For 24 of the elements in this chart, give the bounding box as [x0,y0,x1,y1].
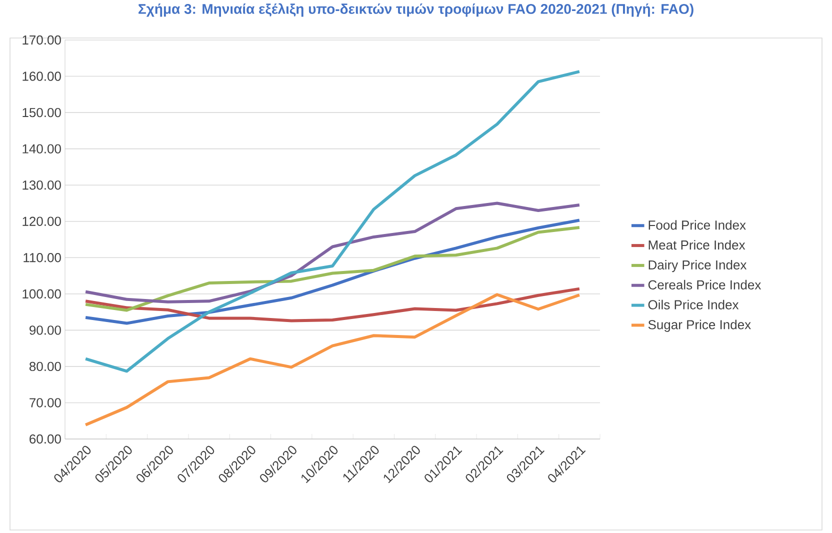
y-tick-label: 140.00 [22,144,61,154]
y-tick-label: 80.00 [30,362,61,372]
line-series [84,70,581,373]
legend-label: Meat Price Index [648,240,746,250]
legend-label: Food Price Index [648,220,746,230]
legend-label: Oils Price Index [648,300,739,310]
line-series [84,287,581,322]
y-tick-label: 160.00 [22,72,61,81]
legend-label: Sugar Price Index [648,320,751,332]
legend-label: Cereals Price Index [648,280,762,290]
legend-label: Dairy Price Index [648,260,747,272]
chart-title: Σχήμα 3: Μηνιαία εξέλιξη υπο-δεικτών τιμών τροφίμων FAO 2020-2021 (Πηγή: FAO) [138,3,694,17]
y-tick-label: 90.00 [30,326,61,335]
line-series [84,226,581,312]
y-tick-label: 100.00 [22,289,61,299]
y-tick-label: 110.00 [24,253,61,262]
y-tick-label: 150.00 [22,108,61,118]
y-tick-label: 70.00 [30,398,61,408]
line-series [84,293,581,426]
y-tick-label: 120.00 [22,216,61,226]
y-tick-label: 60.00 [30,434,61,444]
y-tick-label: 170.00 [22,35,61,45]
line-series [84,202,581,304]
y-tick-label: 130.00 [22,180,61,190]
